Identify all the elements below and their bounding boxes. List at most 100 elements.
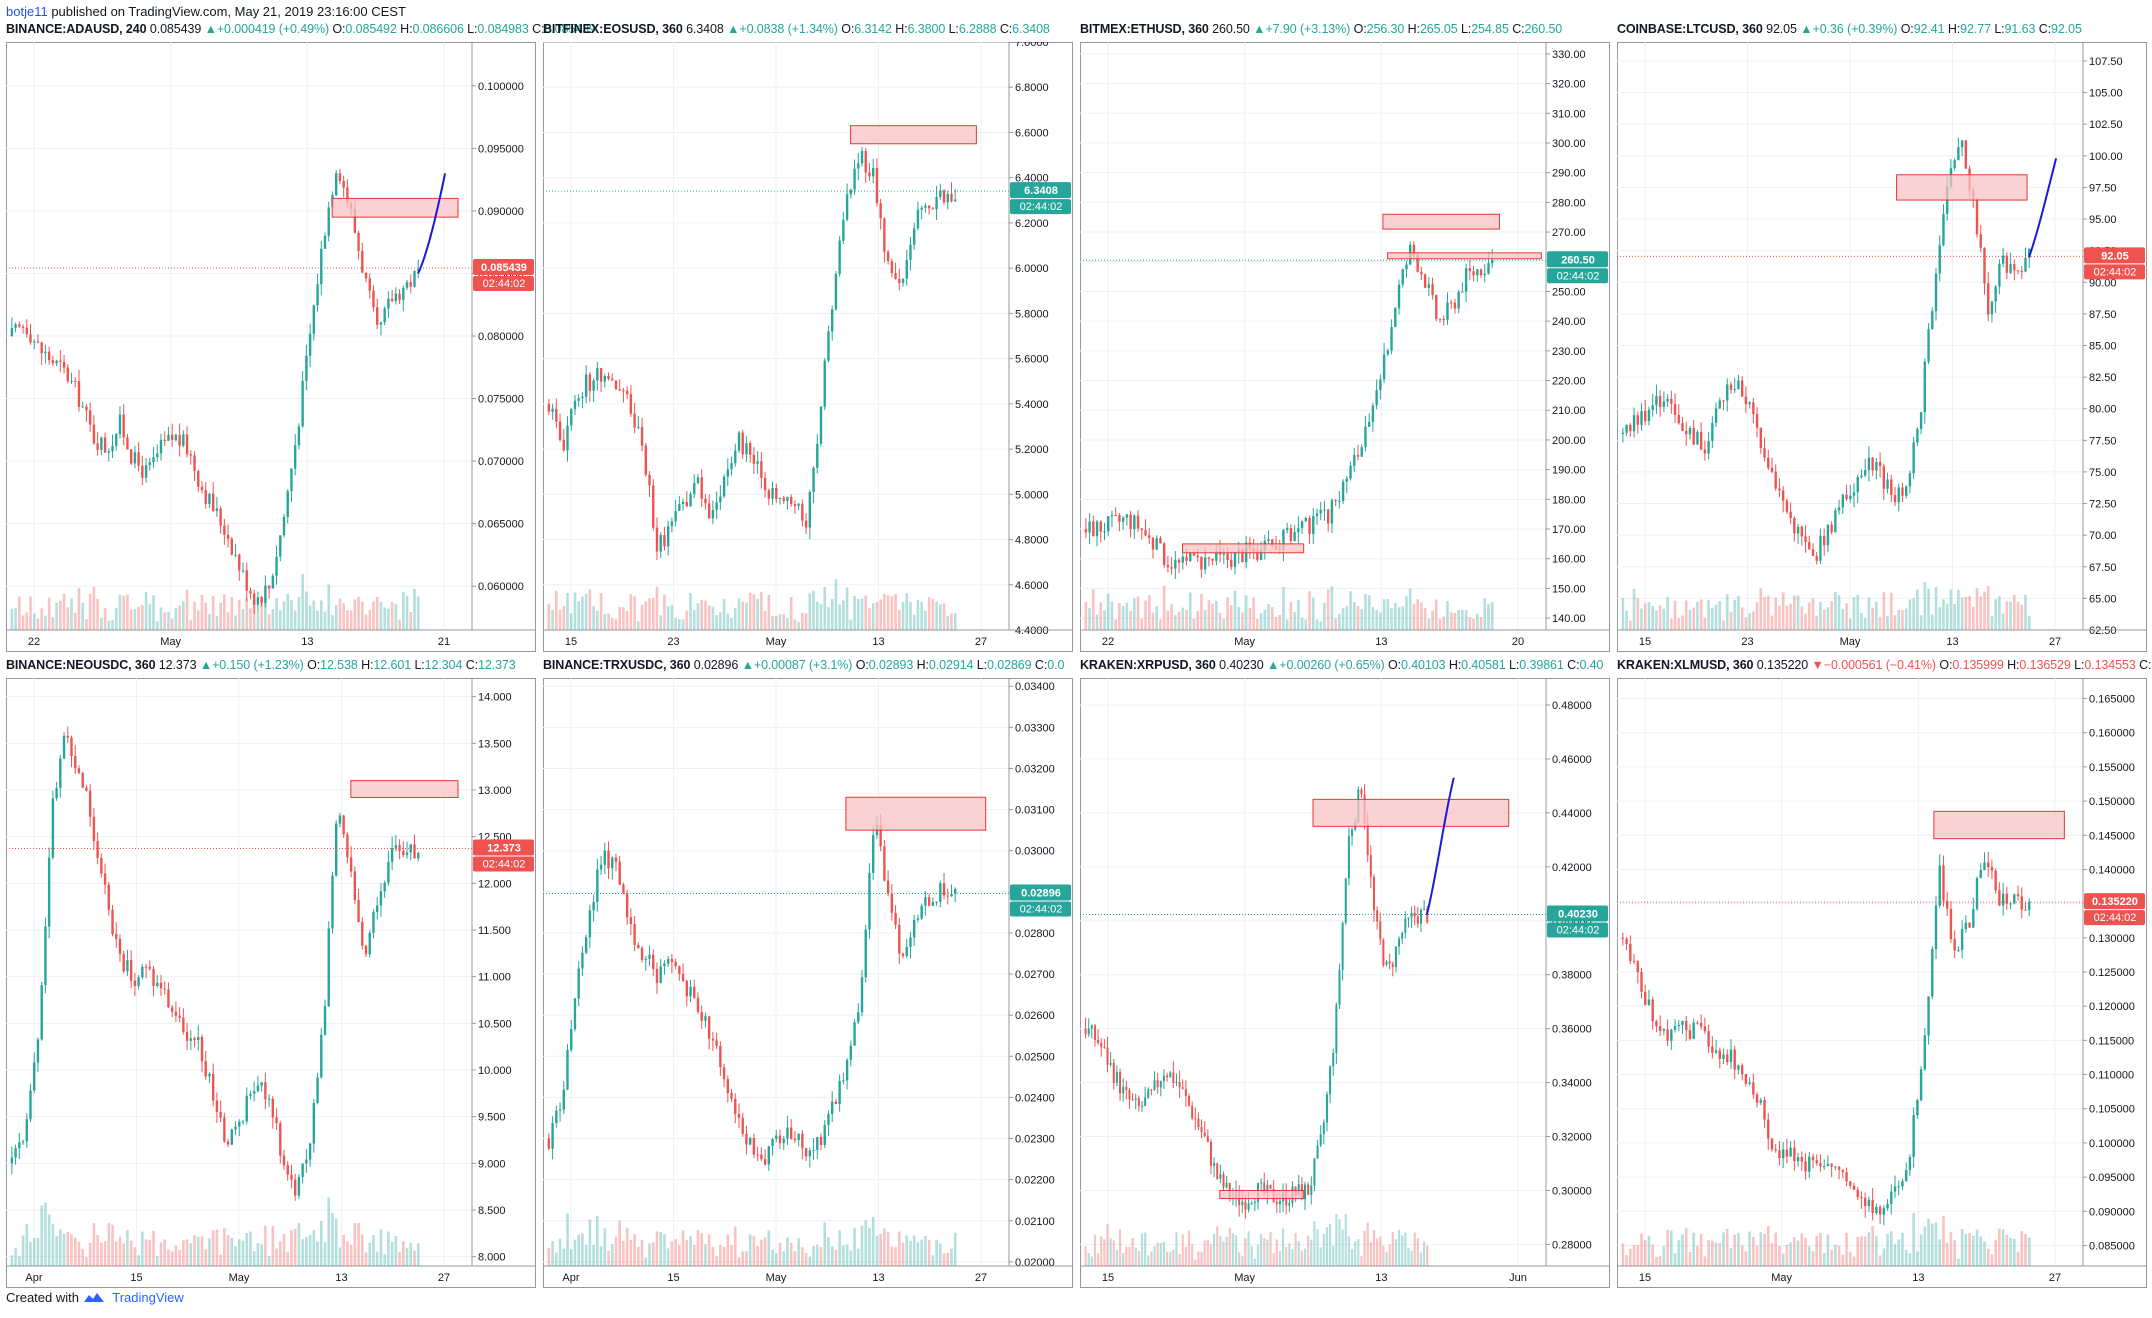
volume-bar	[111, 1224, 114, 1266]
candle-body	[1329, 1066, 1332, 1095]
volume-bar	[92, 586, 96, 630]
candle-body	[88, 410, 92, 425]
candle-body	[1878, 1206, 1882, 1215]
volume-bar	[1118, 1229, 1122, 1266]
volume-bar	[1338, 1219, 1341, 1266]
candle-body	[18, 1142, 21, 1149]
volume-bar	[193, 601, 196, 630]
chart-panel[interactable]: BINANCE:ADAUSD, 240 0.085439 ▲+0.000419 …	[6, 22, 596, 652]
volume-bar	[1366, 1222, 1369, 1266]
x-tick-label: May	[229, 1272, 250, 1284]
candle-body	[1834, 1166, 1837, 1168]
volume-bar	[1308, 591, 1311, 630]
candlestick-chart[interactable]: 330.00320.00310.00300.00290.00280.00270.…	[1080, 42, 1610, 652]
candle-body	[1106, 1047, 1109, 1065]
chart-panel[interactable]: KRAKEN:XRPUSD, 360 0.40230 ▲+0.00260 (+0…	[1080, 658, 1610, 1288]
volume-bar	[1785, 1244, 1789, 1266]
candle-body	[1095, 521, 1099, 537]
candlestick-chart[interactable]: 14.00013.50013.00012.50012.00011.50011.0…	[6, 678, 536, 1288]
candle-body	[924, 205, 927, 208]
candle-body	[1781, 490, 1785, 501]
candlestick-chart[interactable]: 0.480000.460000.440000.420000.400000.380…	[1080, 678, 1610, 1288]
volume-bar	[10, 608, 14, 630]
volume-bar	[678, 1244, 681, 1266]
volume-bar	[1923, 1226, 1927, 1266]
volume-bar	[871, 1217, 875, 1266]
symbol-name[interactable]: BINANCE:NEOUSDC, 360	[6, 658, 156, 672]
volume-bar	[1889, 1231, 1893, 1266]
volume-bar	[271, 609, 275, 630]
candle-body	[633, 413, 636, 428]
candle-body	[141, 465, 144, 478]
candlestick-chart[interactable]: 7.00006.80006.60006.40006.20006.00005.80…	[543, 42, 1073, 652]
symbol-name[interactable]: BINANCE:ADAUSD, 240	[6, 22, 147, 36]
volume-bar	[577, 1234, 580, 1266]
candlestick-chart[interactable]: 0.1650000.1600000.1550000.1500000.145000…	[1617, 678, 2147, 1288]
volume-bar	[21, 1235, 25, 1266]
symbol-name[interactable]: COINBASE:LTCUSD, 360	[1617, 22, 1763, 36]
volume-bar	[241, 608, 245, 630]
volume-bar	[692, 1244, 696, 1266]
symbol-name[interactable]: KRAKEN:XRPUSD, 360	[1080, 658, 1216, 672]
candle-body	[1796, 526, 1800, 534]
candle-body	[1897, 487, 1900, 503]
candle-body	[2028, 901, 2031, 911]
chart-panel[interactable]: BINANCE:NEOUSDC, 360 12.373 ▲+0.150 (+1.…	[6, 658, 536, 1288]
author-link[interactable]: botje11	[6, 4, 48, 19]
y-tick-label: 220.00	[1552, 376, 1586, 388]
volume-bar	[122, 1243, 126, 1266]
volume-bar	[357, 596, 360, 630]
volume-bar	[1267, 604, 1270, 630]
volume-bar	[286, 1252, 290, 1266]
candle-body	[1688, 427, 1692, 435]
candle-body	[730, 1093, 733, 1099]
volume-bar	[252, 598, 256, 630]
volume-bar	[1632, 1244, 1636, 1266]
tradingview-link[interactable]: TradingView	[112, 1290, 184, 1305]
symbol-name[interactable]: KRAKEN:XLMUSD, 360	[1617, 658, 1754, 672]
volume-bar	[1871, 607, 1874, 630]
candlestick-chart[interactable]: 0.034000.033000.032000.031000.030000.029…	[543, 678, 1073, 1288]
candle-body	[338, 173, 342, 182]
volume-bar	[96, 598, 99, 630]
chart-panel[interactable]: BINANCE:TRXUSDC, 360 0.02896 ▲+0.00087 (…	[543, 658, 1073, 1288]
candle-body	[238, 1121, 241, 1127]
candle-body	[1092, 521, 1095, 537]
chart-panel[interactable]: BITMEX:ETHUSD, 360 260.50 ▲+7.90 (+3.13%…	[1080, 22, 1610, 652]
candle-body	[666, 526, 670, 547]
candle-body	[1849, 1181, 1852, 1186]
candle-body	[103, 437, 107, 453]
candle-body	[1744, 396, 1748, 405]
candle-body	[167, 434, 170, 441]
candle-body	[901, 953, 905, 956]
candlestick-chart[interactable]: 0.1000000.0950000.0900000.0850000.080000…	[6, 42, 536, 652]
candle-body	[927, 897, 931, 906]
volume-bar	[29, 1241, 32, 1266]
symbol-name[interactable]: BINANCE:TRXUSDC, 360	[543, 658, 691, 672]
volume-bar	[1807, 1246, 1811, 1266]
timer-label: 02:44:02	[1020, 201, 1063, 213]
candle-body	[1673, 1026, 1677, 1030]
volume-bar	[1711, 1240, 1714, 1266]
symbol-name[interactable]: BITMEX:ETHUSD, 360	[1080, 22, 1209, 36]
candle-body	[1293, 532, 1296, 542]
volume-bar	[59, 600, 62, 630]
x-tick-label: 23	[667, 636, 679, 648]
volume-bar	[234, 615, 237, 630]
candle-body	[1319, 509, 1322, 514]
candle-body	[2005, 893, 2009, 904]
volume-bar	[2005, 1234, 2009, 1266]
chart-panel[interactable]: BITFINEX:EOSUSD, 360 6.3408 ▲+0.0838 (+1…	[543, 22, 1073, 652]
symbol-name[interactable]: BITFINEX:EOSUSD, 360	[543, 22, 683, 36]
candle-body	[182, 434, 185, 446]
candle-body	[85, 406, 88, 411]
chart-panel[interactable]: KRAKEN:XLMUSD, 360 0.135220 ▼−0.000561 (…	[1617, 658, 2152, 1288]
candle-body	[838, 240, 841, 274]
candlestick-chart[interactable]: 107.50105.00102.50100.0097.5095.0092.509…	[1617, 42, 2147, 652]
volume-bar	[596, 610, 599, 630]
volume-bar	[704, 1244, 707, 1266]
chart-panel[interactable]: COINBASE:LTCUSD, 360 92.05 ▲+0.36 (+0.39…	[1617, 22, 2147, 652]
candle-body	[219, 1111, 222, 1118]
candle-body	[1112, 1062, 1115, 1083]
candle-body	[193, 1038, 196, 1040]
